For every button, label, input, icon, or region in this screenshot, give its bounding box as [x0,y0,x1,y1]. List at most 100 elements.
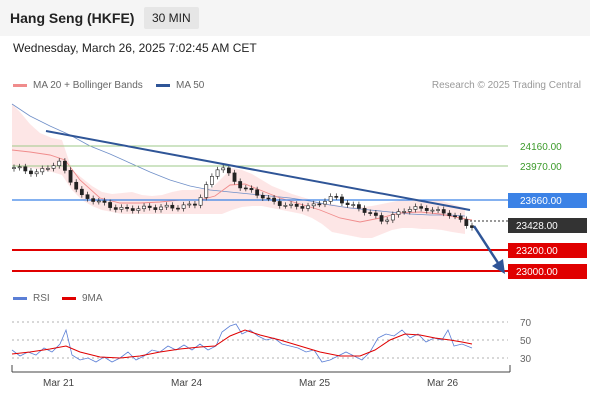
x-tick-mar24: Mar 24 [171,378,203,389]
candle-body [34,171,39,175]
resistance-trendline[interactable] [45,130,471,211]
candles-group [12,158,474,231]
candle-body [243,187,248,190]
candle-body [357,204,361,209]
candle-body [249,188,254,191]
svg-text:23200.00: 23200.00 [516,246,558,257]
candle-body [368,212,373,214]
candle-body [436,209,440,211]
candle-body [119,207,124,210]
legend-rsi: RSI [13,293,50,304]
candle-body [345,202,350,206]
research-credit: Research © 2025 Trading Central [431,80,581,91]
candle-body [255,189,260,196]
candle-body [198,197,203,206]
candle-body [147,205,152,208]
candle-body [373,212,378,216]
projection-arrow-line [472,225,502,267]
candle-body [130,208,135,211]
legend-9ma: 9MA [62,293,103,304]
candle-body [125,207,129,209]
candle-body [266,197,271,200]
legend-ma50: MA 50 [156,80,204,91]
legend-9ma-label: 9MA [82,293,103,304]
candle-body [232,172,237,182]
candle-body [407,209,412,212]
timeframe-button[interactable]: 30 MIN [144,7,199,29]
candle-body [136,208,141,211]
candle-body [226,167,231,174]
x-tick-mar21: Mar 21 [43,378,75,389]
candle-body [74,181,79,190]
candle-body [453,215,457,218]
candle-body [272,197,276,202]
candle-body [181,204,186,209]
candle-body [79,188,84,196]
level-24160-label: 24160.00 [520,142,562,153]
candle-body [419,206,424,209]
x-tick-mar26: Mar 26 [427,378,459,389]
candle-body [317,203,322,206]
candle-body [46,168,50,170]
candle-body [424,208,429,211]
candle-body [187,203,192,206]
level-23200-label: 23200.00 [508,243,587,258]
candle-body [108,202,113,208]
instrument-title: Hang Seng (HKFE) [10,10,135,26]
timestamp: Wednesday, March 26, 2025 7:02:45 AM CET [13,41,257,55]
candle-body [215,169,220,177]
candle-body [91,198,96,202]
candle-body [441,209,446,214]
candle-body [306,205,310,209]
level-23970-label: 23970.00 [520,162,562,173]
candle-body [396,211,401,215]
candle-body [277,201,282,206]
svg-text:24160.00: 24160.00 [520,142,562,153]
candle-body [102,200,107,203]
svg-text:23428.00: 23428.00 [516,221,558,232]
candle-body [23,166,28,172]
rsi-tick-50: 50 [520,336,532,347]
candle-body [379,215,384,222]
candle-body [68,170,73,183]
candle-body [458,215,463,220]
legend-ma20-label: MA 20 + Bollinger Bands [33,80,143,91]
candle-body [40,168,45,173]
candle-body [328,196,333,202]
candle-body [390,214,395,221]
ma50-swatch [156,84,170,87]
candle-body [294,203,299,207]
candle-body [351,204,356,206]
rsi-tick-70: 70 [520,318,532,329]
ma20-swatch [13,84,27,87]
svg-text:23660.00: 23660.00 [520,196,562,207]
candle-body [430,209,435,212]
header-bar [0,0,590,36]
candle-body [153,207,158,210]
candle-body [340,196,344,204]
candle-body [170,204,175,209]
svg-text:23970.00: 23970.00 [520,162,562,173]
legend-ma50-label: MA 50 [176,80,205,91]
candle-body [238,181,243,189]
candle-body [402,211,407,213]
candle-body [260,194,265,199]
level-23660-label: 23660.00 [508,193,587,208]
bollinger-band [12,104,465,238]
candle-body [29,170,33,175]
candle-body [210,176,214,185]
rsi-9ma-line [11,329,473,359]
candle-body [51,165,56,169]
rsi-axis-labels: 70 50 30 [520,318,532,365]
level-23428-label: 23428.00 [508,218,587,233]
candle-body [96,200,101,203]
candle-body [283,205,288,207]
candle-body [17,166,22,169]
candle-body [85,194,90,199]
candle-body [413,206,418,210]
rsi-tick-30: 30 [520,354,532,365]
projection-arrow-head [492,259,505,274]
candle-body [57,160,62,167]
candle-body [464,219,469,226]
